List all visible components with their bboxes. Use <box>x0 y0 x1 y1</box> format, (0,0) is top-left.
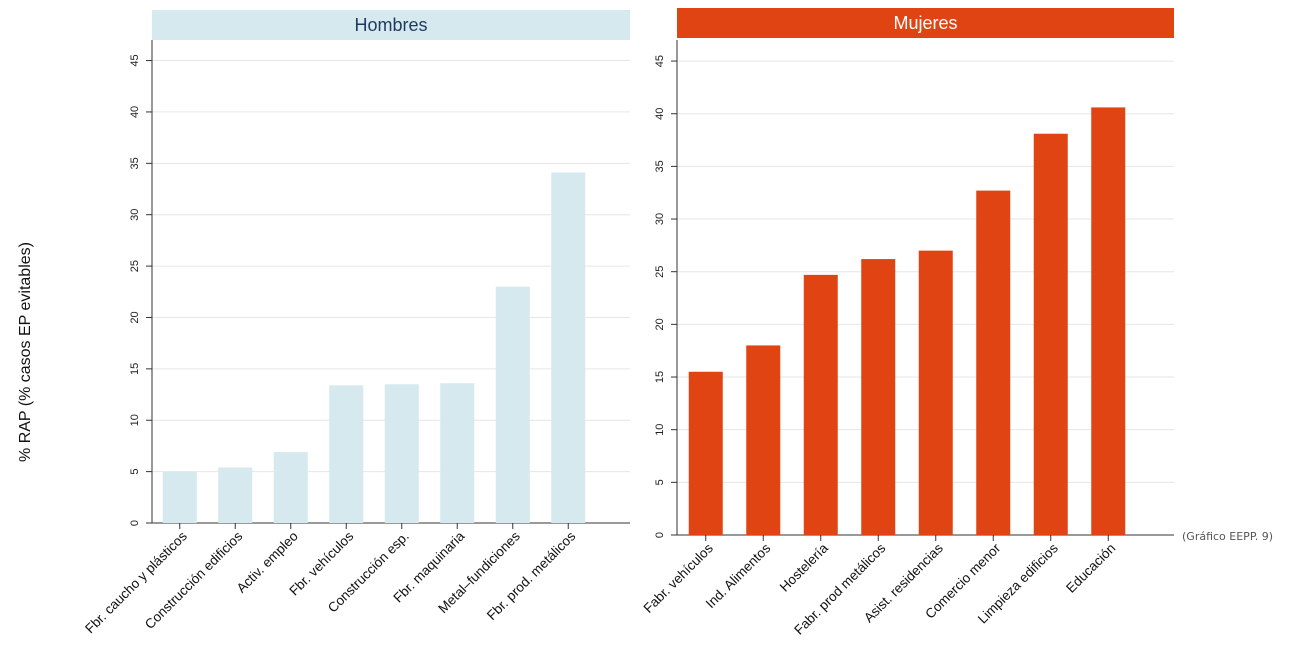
y-tick-label-hombres: 35 <box>129 157 141 169</box>
bar-hombres <box>273 452 308 523</box>
bar-hombres <box>495 286 530 523</box>
y-tick-label-hombres: 30 <box>129 209 141 221</box>
category-label-mujeres: Hostelería <box>777 540 831 594</box>
y-tick-label-hombres: 0 <box>129 520 141 526</box>
bar-mujeres <box>918 250 953 535</box>
category-label-hombres: Fbr. caucho y plásticos <box>82 528 190 636</box>
bar-mujeres <box>976 190 1011 535</box>
y-tick-label-hombres: 25 <box>129 260 141 272</box>
y-tick-label-mujeres: 10 <box>654 424 666 436</box>
y-tick-label-mujeres: 35 <box>654 160 666 172</box>
bar-hombres <box>218 467 253 523</box>
y-axis-title: % RAP (% casos EP evitables) <box>17 242 34 462</box>
category-label-hombres: Construcción edificios <box>142 528 246 632</box>
bar-mujeres <box>861 259 896 535</box>
bar-hombres <box>162 471 197 523</box>
bar-hombres <box>440 383 475 523</box>
category-label-mujeres: Educación <box>1063 541 1118 596</box>
y-tick-label-mujeres: 40 <box>654 108 666 120</box>
panel-title-mujeres: Mujeres <box>893 13 957 33</box>
panel-title-hombres: Hombres <box>354 15 427 35</box>
y-tick-label-mujeres: 0 <box>654 532 666 538</box>
y-tick-label-mujeres: 5 <box>654 479 666 485</box>
bar-mujeres <box>1033 133 1068 535</box>
y-tick-label-mujeres: 20 <box>654 318 666 330</box>
y-tick-label-hombres: 5 <box>129 469 141 475</box>
bar-hombres <box>329 385 364 523</box>
y-tick-label-hombres: 40 <box>129 106 141 118</box>
bar-mujeres <box>1091 107 1126 535</box>
y-tick-label-mujeres: 15 <box>654 371 666 383</box>
y-tick-label-hombres: 10 <box>129 414 141 426</box>
bar-mujeres <box>688 371 723 535</box>
panel-header-mujeres <box>677 8 1174 38</box>
category-label-mujeres: Fabr. vehículos <box>641 540 717 616</box>
y-tick-label-hombres: 20 <box>129 311 141 323</box>
bar-mujeres <box>803 274 838 535</box>
panel-header-hombres <box>152 10 630 40</box>
y-tick-label-mujeres: 25 <box>654 266 666 278</box>
bar-mujeres <box>746 345 781 535</box>
y-tick-label-mujeres: 45 <box>654 55 666 67</box>
source-note: (Gráfico EEPP. 9) <box>1182 530 1273 543</box>
y-tick-label-hombres: 45 <box>129 54 141 66</box>
bar-hombres <box>384 384 419 523</box>
bar-hombres <box>551 172 586 523</box>
y-tick-label-hombres: 15 <box>129 363 141 375</box>
y-tick-label-mujeres: 30 <box>654 213 666 225</box>
